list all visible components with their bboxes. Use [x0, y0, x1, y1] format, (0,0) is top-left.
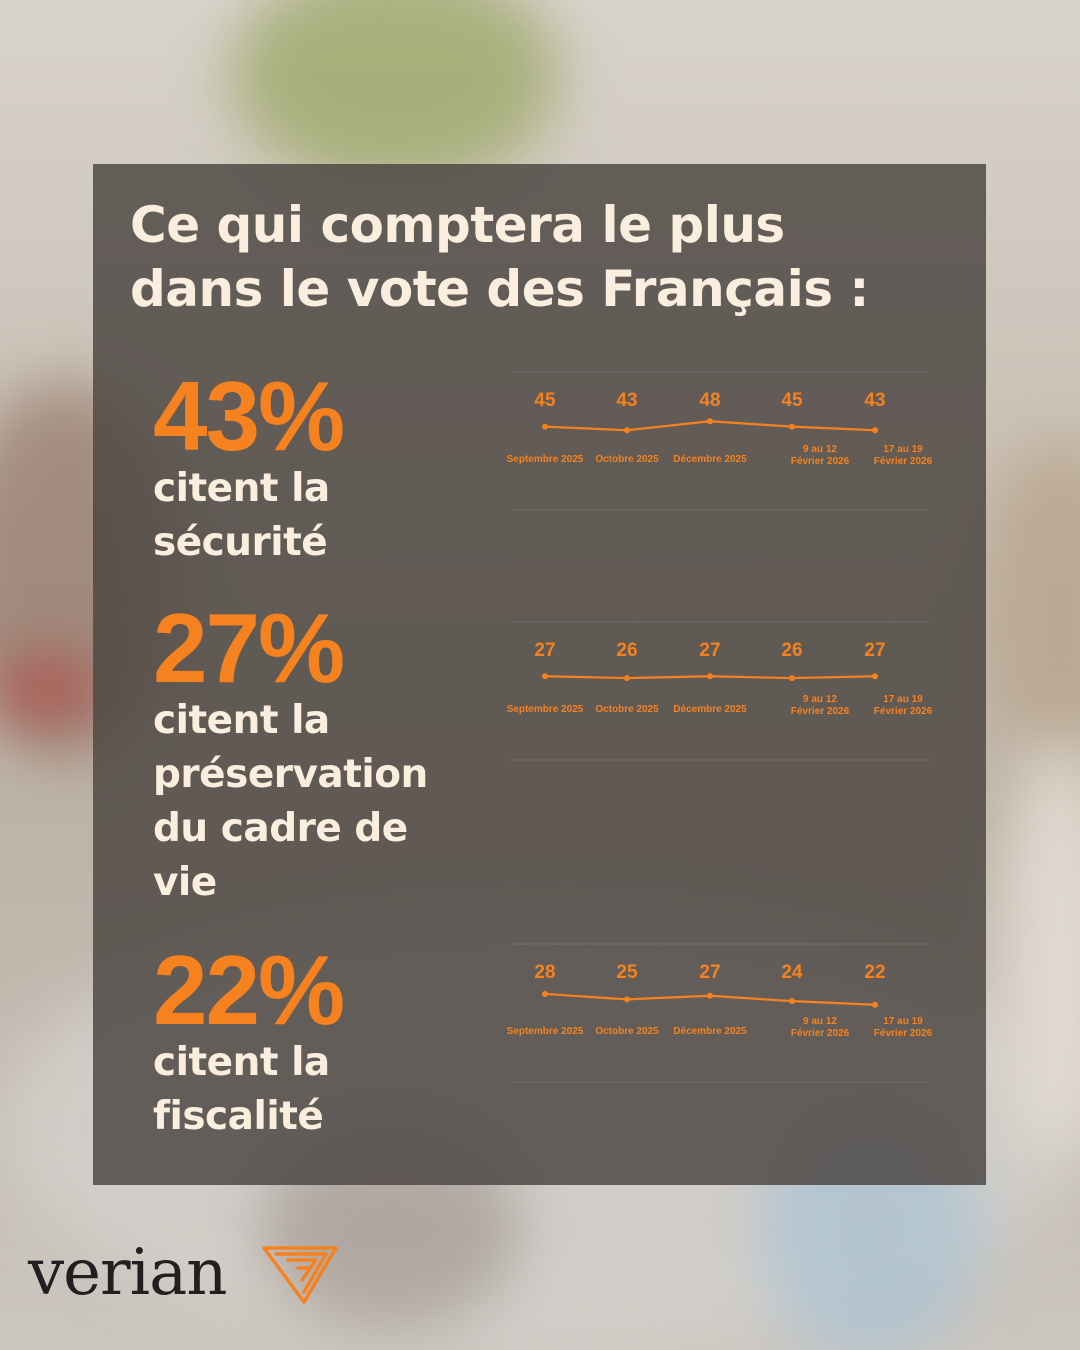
x-tick-label: Octobre 2025 [595, 704, 659, 715]
data-point [542, 990, 548, 997]
title-line-1: Ce qui comptera le plus [130, 196, 785, 254]
x-tick-label: Février 2026 [874, 706, 933, 717]
data-point [624, 996, 630, 1003]
x-tick-label: Décembre 2025 [673, 1026, 747, 1037]
x-tick-label: Octobre 2025 [595, 454, 659, 465]
data-label: 24 [781, 962, 803, 983]
x-tick-label: 9 au 12 [803, 1016, 837, 1027]
data-label: 26 [781, 640, 802, 661]
x-tick-label: Février 2026 [874, 456, 933, 467]
stat-percent: 43% [153, 361, 345, 471]
stat-desc-line: du cadre de [153, 806, 408, 851]
stat-securite: 43% citent la sécurité [153, 361, 493, 570]
x-tick-label: 9 au 12 [803, 694, 837, 705]
data-point [789, 675, 795, 682]
data-point [707, 992, 713, 999]
x-tick-label: 9 au 12 [803, 444, 837, 455]
stat-fiscalite: 22% citent la fiscalité [153, 935, 493, 1144]
data-label: 27 [699, 962, 720, 983]
stat-desc-line: citent la [153, 466, 330, 511]
data-label: 43 [616, 390, 637, 411]
stat-desc-line: préservation [153, 752, 428, 797]
data-point [624, 427, 630, 434]
data-point [707, 418, 713, 425]
data-label: 26 [616, 640, 637, 661]
data-point [542, 423, 548, 430]
trend-chart-cadre-de-vie: 27 Septembre 2025 26 Octobre 2025 27 Décembre… [490, 621, 940, 780]
data-label: 45 [781, 390, 803, 411]
stat-percent: 22% [153, 935, 345, 1045]
brand-wordmark: verian [28, 1236, 227, 1310]
data-label: 28 [534, 962, 555, 983]
stat-percent: 27% [153, 593, 345, 703]
x-tick-label: 17 au 19 [883, 1016, 923, 1027]
content-panel [93, 164, 986, 1185]
stat-desc-line: citent la [153, 1040, 330, 1085]
data-point [542, 673, 548, 680]
x-tick-label: Décembre 2025 [673, 704, 747, 715]
trend-chart-svg: 45 Septembre 2025 43 Octobre 2025 48 Décembre… [507, 371, 933, 511]
stat-desc-line: vie [153, 860, 217, 905]
data-label: 43 [864, 390, 885, 411]
stat-desc-line: fiscalité [153, 1094, 324, 1139]
trend-chart-svg: 28 Septembre 2025 25 Octobre 2025 27 Décembre… [507, 943, 933, 1083]
verian-logo-icon [262, 1246, 338, 1304]
data-point [872, 1001, 878, 1008]
data-point [707, 673, 713, 680]
trend-chart-fiscalite: 28 Septembre 2025 25 Octobre 2025 27 Décembre… [490, 943, 940, 1102]
data-point [789, 998, 795, 1005]
data-label: 27 [864, 640, 885, 661]
stat-description: citent la fiscalité [153, 1036, 493, 1144]
x-tick-label: Septembre 2025 [507, 454, 584, 465]
x-tick-label: Février 2026 [791, 706, 850, 717]
data-label: 48 [699, 390, 720, 411]
page-title: Ce qui comptera le plus dans le vote des… [130, 193, 980, 321]
x-tick-label: Décembre 2025 [673, 454, 747, 465]
data-label: 25 [616, 962, 638, 983]
stat-desc-line: sécurité [153, 520, 328, 565]
title-line-2: dans le vote des Français : [130, 260, 869, 318]
data-point [624, 675, 630, 682]
x-tick-label: Octobre 2025 [595, 1026, 659, 1037]
data-label: 22 [864, 962, 885, 983]
x-tick-label: 17 au 19 [883, 694, 923, 705]
x-tick-label: Février 2026 [791, 1028, 850, 1039]
x-tick-label: Février 2026 [791, 456, 850, 467]
data-label: 27 [534, 640, 555, 661]
stat-description: citent la préservation du cadre de vie [153, 694, 493, 910]
x-tick-label: 17 au 19 [883, 444, 923, 455]
trend-chart-svg: 27 Septembre 2025 26 Octobre 2025 27 Décembre… [507, 621, 933, 761]
stat-cadre-de-vie: 27% citent la préservation du cadre de v… [153, 593, 493, 910]
data-point [872, 673, 878, 680]
data-label: 45 [534, 390, 556, 411]
x-tick-label: Septembre 2025 [507, 704, 584, 715]
data-point [872, 427, 878, 434]
stat-description: citent la sécurité [153, 462, 493, 570]
data-point [789, 423, 795, 430]
stat-desc-line: citent la [153, 698, 330, 743]
data-label: 27 [699, 640, 720, 661]
x-tick-label: Septembre 2025 [507, 1026, 584, 1037]
trend-chart-securite: 45 Septembre 2025 43 Octobre 2025 48 Décembre… [490, 371, 940, 530]
x-tick-label: Février 2026 [874, 1028, 933, 1039]
